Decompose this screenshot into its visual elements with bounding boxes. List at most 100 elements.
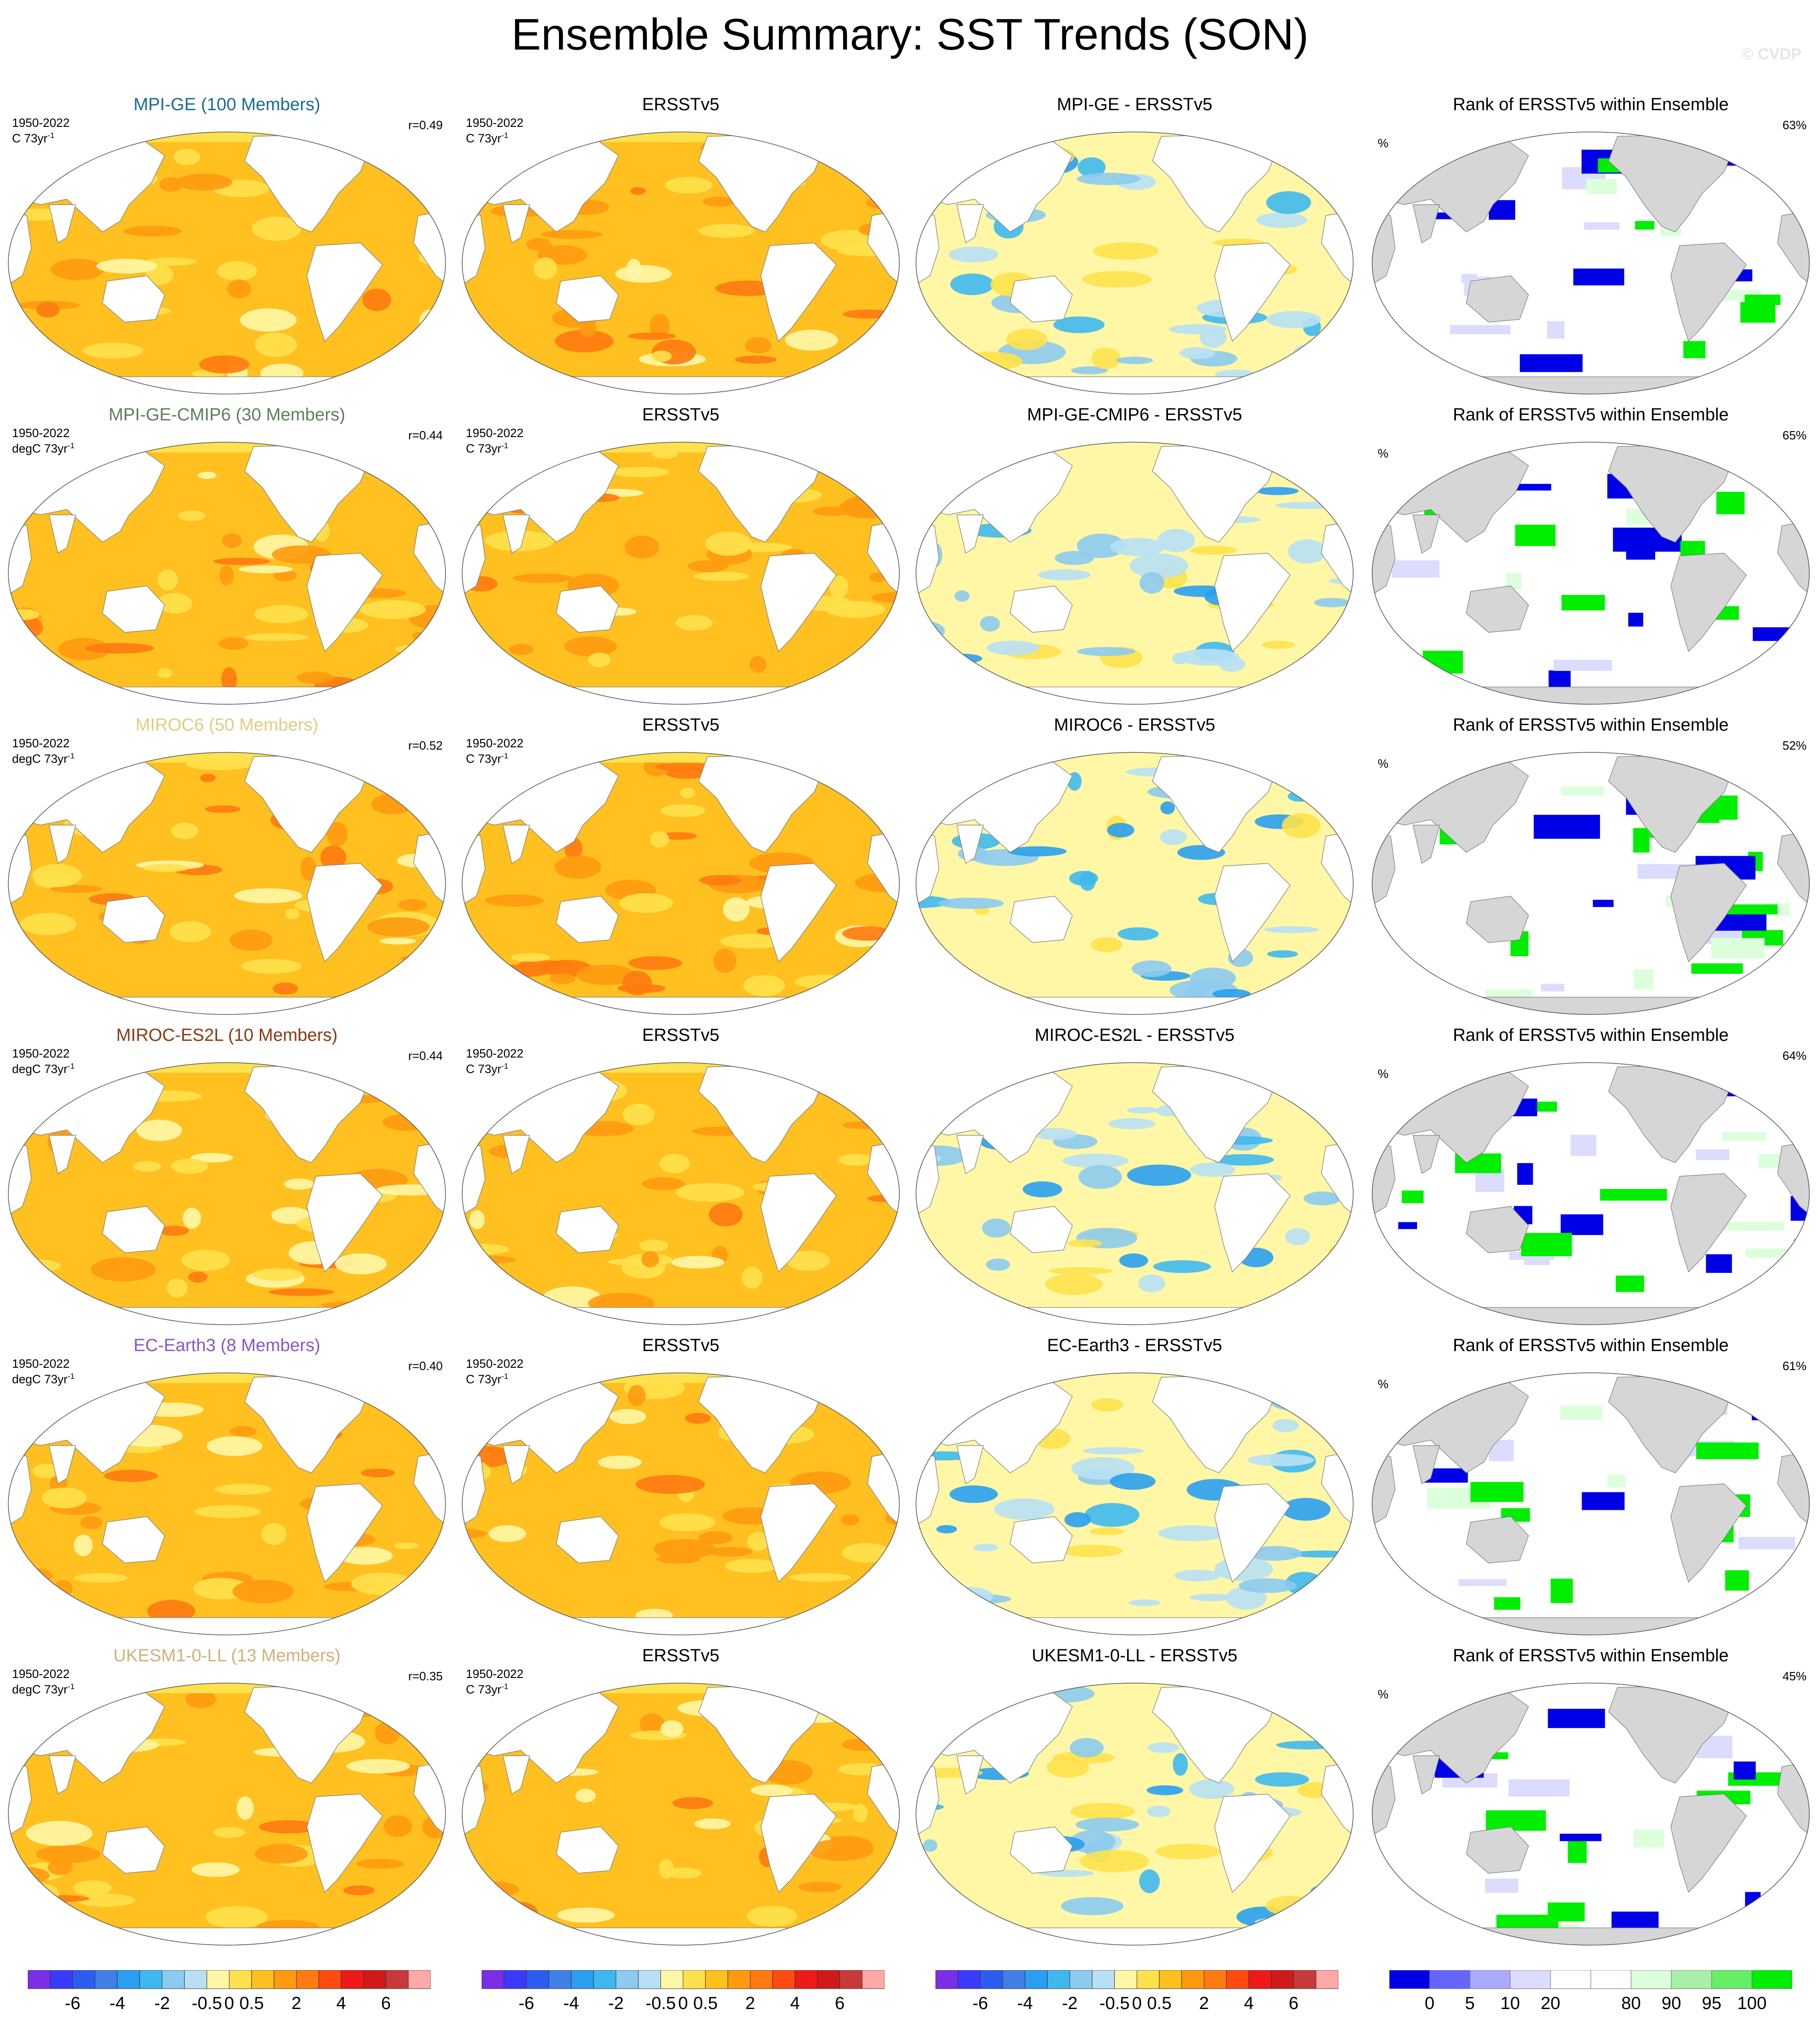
colorbar-tick-label: 80	[1621, 1994, 1641, 2013]
colorbar-swatch	[638, 1970, 661, 1989]
units-exponent: -1	[501, 1372, 508, 1381]
colorbar-tick-label: -4	[109, 1994, 125, 2013]
rank-map	[1372, 752, 1810, 1015]
pattern-correlation: r=0.40	[408, 1359, 443, 1373]
model-map	[8, 131, 446, 394]
panel-model-row3: MIROC6 (50 Members) 1950-2022 degC 73yr-1 r…	[5, 715, 449, 1016]
colorbar-tick-label: -2	[1062, 1994, 1078, 2013]
panel-diff-row4: MIROC-ES2L - ERSSTv5	[912, 1026, 1357, 1327]
period-units-label: 1950-2022 degC 73yr-1	[12, 1667, 75, 1696]
colorbar-tick-label: 2	[745, 1994, 755, 2013]
units-line: C 73yr-1	[466, 1060, 523, 1076]
model-panel-title: MPI-GE-CMIP6 (30 Members)	[108, 405, 345, 425]
units-exponent: -1	[67, 1062, 75, 1070]
colorbar-swatch	[50, 1970, 73, 1989]
panel-rank-row2: Rank of ERSSTv5 within Ensemble% 65%	[1368, 405, 1813, 706]
obs-panel-title: ERSSTv5	[642, 1336, 720, 1355]
rank-unit-label: %	[1378, 1377, 1389, 1391]
units-exponent: -1	[67, 441, 75, 450]
colorbar-tick-label: 6	[835, 1994, 845, 2013]
colorbar-tick-label: 2	[1199, 1994, 1209, 2013]
colorbar-swatch	[207, 1970, 230, 1989]
units-exponent: -1	[67, 1682, 75, 1691]
colorbar-trend-obs: -6 -4 -2 -0.5 0 0.5 2 4 6	[482, 1970, 885, 2016]
units-line: C 73yr-1	[466, 129, 523, 145]
colorbar-swatch	[728, 1970, 751, 1989]
panel-obs-row3: ERSSTv5 1950-2022 C 73yr-1	[458, 715, 903, 1016]
colorbar-tick-label: -0.5	[1099, 1994, 1130, 2013]
model-panel-title: EC-Earth3 (8 Members)	[133, 1336, 320, 1355]
colorbar-rank: 0 5 10 20 80 90 95 100	[1389, 1970, 1792, 2016]
period-text: 1950-2022	[12, 116, 70, 130]
model-map	[8, 1683, 446, 1946]
rank-unit-label: %	[1378, 446, 1389, 460]
rank-map	[1372, 1062, 1810, 1325]
colorbar-swatch	[503, 1970, 527, 1989]
rank-map	[1372, 1683, 1810, 1946]
rank-percent: 52%	[1782, 739, 1807, 752]
panel-rank-row5: Rank of ERSSTv5 within Ensemble% 61%	[1368, 1336, 1813, 1637]
colorbar-swatch	[1204, 1970, 1227, 1989]
colorbar-swatch	[1550, 1970, 1591, 1989]
diff-map	[916, 442, 1354, 705]
panel-diff-row5: EC-Earth3 - ERSSTv5	[912, 1336, 1357, 1637]
obs-panel-title: ERSSTv5	[642, 405, 720, 425]
colorbar-tick-label: -0.5	[192, 1994, 222, 2013]
obs-panel-title: ERSSTv5	[642, 1026, 720, 1045]
colorbar-tick-label: -0.5	[646, 1994, 676, 2013]
colorbar-swatch	[1510, 1970, 1551, 1989]
colorbar-swatch	[94, 1970, 118, 1989]
rank-panel-title: Rank of ERSSTv5 within Ensemble	[1453, 405, 1729, 425]
panel-obs-row6: ERSSTv5 1950-2022 C 73yr-1	[458, 1646, 903, 1947]
model-map	[8, 442, 446, 705]
obs-panel-title: ERSSTv5	[642, 715, 720, 735]
rank-unit-label: %	[1378, 1687, 1389, 1701]
model-panel-title: UKESM1-0-LL (13 Members)	[113, 1646, 341, 1665]
rank-percent: 65%	[1782, 428, 1807, 442]
units-text: C 73yr	[466, 1372, 502, 1386]
pattern-correlation: r=0.49	[408, 118, 443, 132]
colorbar-tick-label: 6	[1289, 1994, 1299, 2013]
panel-model-row4: MIROC-ES2L (10 Members) 1950-2022 degC 73y…	[5, 1026, 449, 1327]
panel-rank-row6: Rank of ERSSTv5 within Ensemble% 45%	[1368, 1646, 1813, 1947]
rank-percent: 45%	[1782, 1669, 1807, 1683]
colorbar-swatch	[750, 1970, 773, 1989]
colorbar-swatch	[363, 1970, 386, 1989]
pattern-correlation: r=0.52	[408, 739, 443, 752]
panel-obs-row2: ERSSTv5 1950-2022 C 73yr-1	[458, 405, 903, 706]
colorbar-swatch	[1711, 1970, 1752, 1989]
colorbar-swatch	[1226, 1970, 1249, 1989]
colorbar-swatch	[296, 1970, 319, 1989]
colorbar-tick-label: 0	[1425, 1994, 1434, 2013]
panel-model-row2: MPI-GE-CMIP6 (30 Members) 1950-2022 degC 7…	[5, 405, 449, 706]
period-units-label: 1950-2022 degC 73yr-1	[12, 426, 75, 455]
obs-map	[462, 131, 900, 394]
colorbar-tick-label: -6	[973, 1994, 988, 2013]
colorbar-swatch	[184, 1970, 207, 1989]
units-line: C 73yr-1	[466, 1370, 523, 1386]
units-text: degC 73yr	[12, 1372, 68, 1386]
colorbar-swatch	[1114, 1970, 1137, 1989]
colorbar-swatch	[795, 1970, 818, 1989]
units-line: degC 73yr-1	[12, 1680, 75, 1696]
colorbar-swatch	[1751, 1970, 1792, 1989]
colorbar-swatch	[1271, 1970, 1294, 1989]
diff-map	[916, 1683, 1354, 1946]
rank-map	[1372, 1372, 1810, 1635]
rank-unit-label: %	[1378, 1067, 1389, 1081]
colorbar-tick-label: -6	[65, 1994, 81, 2013]
colorbar-swatch	[1316, 1970, 1338, 1989]
colorbar-swatch	[980, 1970, 1003, 1989]
units-text: degC 73yr	[12, 441, 68, 456]
units-line: C 73yr-1	[466, 439, 523, 455]
period-text: 1950-2022	[12, 426, 70, 440]
colorbar-swatch	[526, 1970, 549, 1989]
diff-panel-title: MPI-GE - ERSSTv5	[1057, 95, 1212, 114]
colorbar-swatch	[839, 1970, 863, 1989]
panel-diff-row1: MPI-GE - ERSSTv5	[912, 95, 1357, 396]
colorbar-swatch	[1069, 1970, 1092, 1989]
model-panel-title: MIROC-ES2L (10 Members)	[116, 1026, 338, 1045]
colorbar-tick-label: 6	[381, 1994, 391, 2013]
colorbar-swatch	[1024, 1970, 1048, 1989]
model-map	[8, 752, 446, 1015]
